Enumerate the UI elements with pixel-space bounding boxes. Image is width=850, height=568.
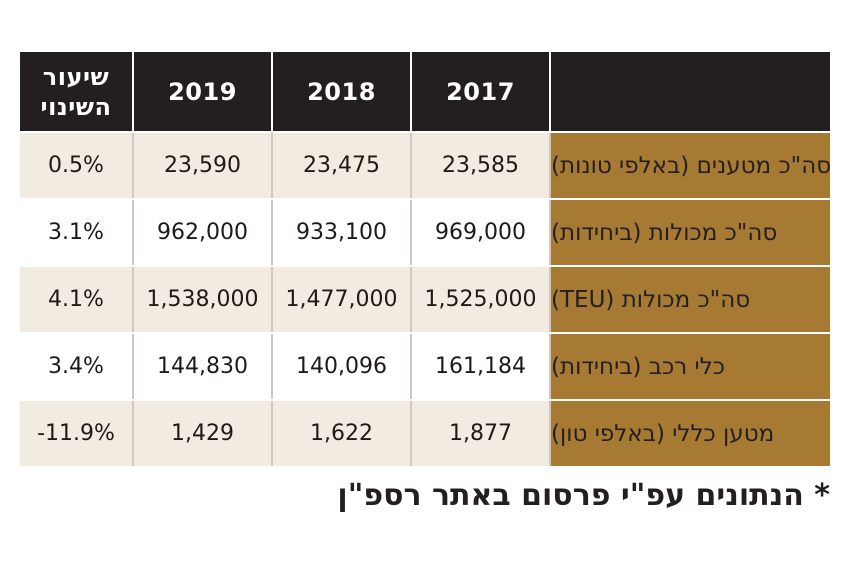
row-label-general-cargo: מטען כללי (באלפי טון) [551,401,830,466]
cell-r5-2018: 1,622 [273,401,410,466]
cell-r4-2018: 140,096 [273,334,410,399]
cell-r5-2017: 1,877 [412,401,549,466]
cell-r3-2019: 1,538,000 [134,267,271,332]
header-change: שיעור השינוי [20,52,132,131]
cell-r2-2019: 962,000 [134,200,271,265]
cell-r3-2017: 1,525,000 [412,267,549,332]
cell-r4-change: 3.4% [20,334,132,399]
footnote: * הנתונים עפ"י פרסום באתר רספ"ן [337,478,830,513]
row-label-containers-units: סה"כ מכולות (ביחידות) [551,200,830,265]
cell-r4-2019: 144,830 [134,334,271,399]
cell-r5-2019: 1,429 [134,401,271,466]
cell-r1-change: 0.5% [20,133,132,198]
cell-r1-2019: 23,590 [134,133,271,198]
data-table: שיעור השינוי 2019 2018 2017 0.5% 23,590 … [20,52,831,468]
header-2017: 2017 [412,52,549,131]
header-change-line1: שיעור [42,62,110,91]
row-label-total-cargo: סה"כ מטענים (באלפי טונות) [551,133,831,198]
header-2019: 2019 [134,52,271,131]
cell-r2-2017: 969,000 [412,200,549,265]
cell-r2-2018: 933,100 [273,200,410,265]
cell-r2-change: 3.1% [20,200,132,265]
cell-r3-2018: 1,477,000 [273,267,410,332]
cell-r5-change: -11.9% [20,401,132,466]
header-change-line2: השינוי [40,92,112,121]
row-label-vehicles: כלי רכב (ביחידות) [551,334,830,399]
header-2018: 2018 [273,52,410,131]
cell-r1-2018: 23,475 [273,133,410,198]
cell-r4-2017: 161,184 [412,334,549,399]
header-label-empty [551,52,830,131]
row-label-containers-teu: סה"כ מכולות (TEU) [551,267,830,332]
cell-r3-change: 4.1% [20,267,132,332]
cell-r1-2017: 23,585 [412,133,549,198]
